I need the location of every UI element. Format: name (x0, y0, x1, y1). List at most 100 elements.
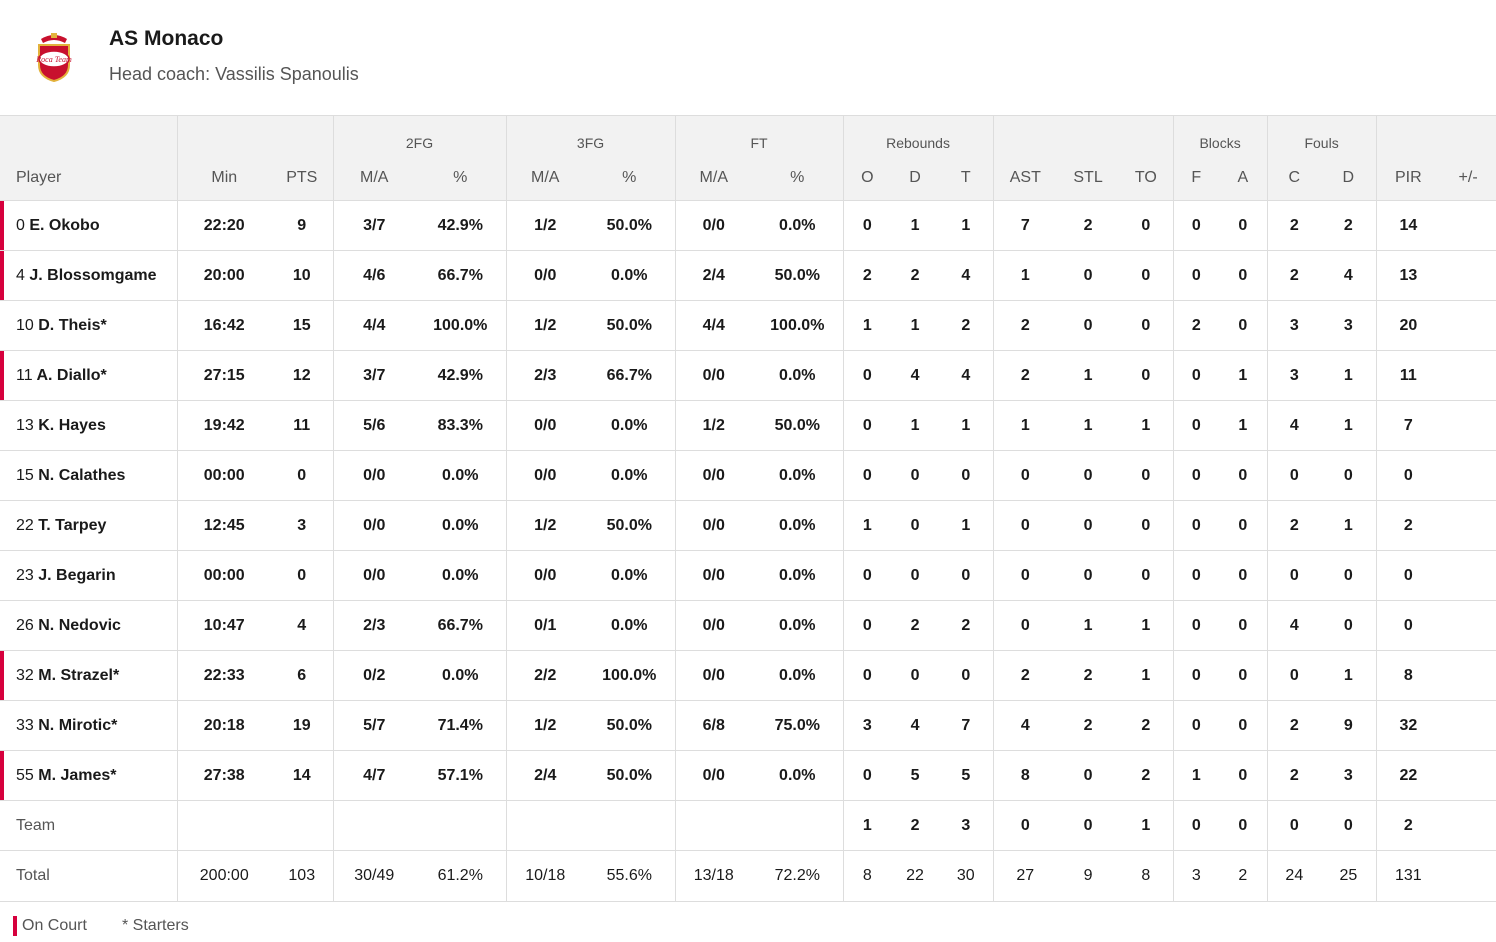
col-fouls-d[interactable]: D (1321, 155, 1377, 201)
player-cell[interactable]: 23 J. Begarin (0, 550, 177, 601)
col-pir[interactable]: PIR (1375, 155, 1441, 201)
player-name[interactable]: J. Begarin (38, 566, 116, 584)
player-number: 26 (16, 616, 34, 634)
col-fouls-c[interactable]: C (1266, 155, 1322, 201)
col-blk-a[interactable]: A (1219, 155, 1268, 201)
stat-reb-o: 8 (842, 850, 892, 902)
stat-to: 1 (1119, 650, 1174, 701)
player-name[interactable]: D. Theis* (38, 316, 107, 334)
col-ast[interactable]: AST (992, 155, 1058, 201)
player-cell[interactable]: 13 K. Hayes (0, 400, 177, 451)
col-min[interactable]: Min (176, 155, 271, 201)
player-name[interactable]: J. Blossomgame (29, 266, 157, 284)
player-cell[interactable]: 0 E. Okobo (0, 200, 177, 251)
player-name[interactable]: N. Calathes (38, 466, 126, 484)
col-ft-pct[interactable]: % (752, 155, 844, 201)
player-name[interactable]: A. Diallo* (36, 366, 107, 384)
stat-2fg-ma: 4/6 (332, 250, 415, 301)
col-3fg-pct[interactable]: % (584, 155, 676, 201)
player-cell[interactable]: 22 T. Tarpey (0, 500, 177, 551)
table-row[interactable]: 0 E. Okobo 22:20 9 3/7 42.9% 1/2 50.0% 0/0 0.0% 0… (0, 200, 1496, 251)
player-cell[interactable]: Total (0, 850, 177, 902)
table-row[interactable]: 13 K. Hayes 19:42 11 5/6 83.3% 0/0 0.0% 1/2 50.0… (0, 400, 1496, 451)
col-plus-minus[interactable]: +/- (1440, 155, 1496, 201)
player-cell[interactable]: 10 D. Theis* (0, 300, 177, 351)
table-row[interactable]: 55 M. James* 27:38 14 4/7 57.1% 2/4 50.0% 0/0 0.… (0, 750, 1496, 801)
stat-min: 27:38 (176, 750, 271, 801)
table-row[interactable]: 4 J. Blossomgame 20:00 10 4/6 66.7% 0/0 0.0% 2/… (0, 250, 1496, 301)
col-reb-o[interactable]: O (842, 155, 892, 201)
stat-pts: 0 (271, 450, 333, 501)
col-player[interactable]: Player (0, 155, 177, 201)
stat-plus-minus (1440, 350, 1496, 401)
col-stl[interactable]: STL (1057, 155, 1120, 201)
stat-fouls-c: 0 (1266, 550, 1322, 601)
stat-pir: 11 (1375, 350, 1441, 401)
stat-blk-a: 1 (1219, 350, 1268, 401)
stat-pir: 32 (1375, 700, 1441, 751)
stat-min: 19:42 (176, 400, 271, 451)
col-2fg-ma[interactable]: M/A (332, 155, 415, 201)
stat-ft-pct: 100.0% (752, 300, 844, 351)
stat-ft-pct: 72.2% (752, 850, 844, 902)
stat-ft-pct: 0.0% (752, 600, 844, 651)
stat-2fg-pct: 0.0% (415, 650, 507, 701)
team-row[interactable]: Team 1 2 3 0 0 1 0 0 0 0 2 (0, 800, 1496, 851)
player-cell[interactable]: 26 N. Nedovic (0, 600, 177, 651)
player-cell[interactable]: 33 N. Mirotic* (0, 700, 177, 751)
player-cell[interactable]: 11 A. Diallo* (0, 350, 177, 401)
stat-ft-pct: 50.0% (752, 250, 844, 301)
stat-to: 1 (1119, 600, 1174, 651)
player-cell[interactable]: 55 M. James* (0, 750, 177, 801)
player-cell[interactable]: Team (0, 800, 177, 851)
stat-reb-o: 1 (842, 300, 892, 351)
stat-reb-d: 0 (891, 450, 940, 501)
table-row[interactable]: 33 N. Mirotic* 20:18 19 5/7 71.4% 1/2 50.0% 6/8… (0, 700, 1496, 751)
stat-ft-pct: 50.0% (752, 400, 844, 451)
group-fouls: Fouls (1266, 115, 1377, 155)
col-2fg-pct[interactable]: % (415, 155, 507, 201)
stat-ft-ma: 1/2 (674, 400, 753, 451)
col-3fg-ma[interactable]: M/A (505, 155, 585, 201)
stat-3fg-ma: 0/0 (505, 250, 585, 301)
player-cell[interactable]: 15 N. Calathes (0, 450, 177, 501)
stat-2fg-ma (332, 800, 415, 851)
table-row[interactable]: 15 N. Calathes 00:00 0 0/0 0.0% 0/0 0.0% 0/0 0.0… (0, 450, 1496, 501)
stat-ft-ma: 2/4 (674, 250, 753, 301)
col-pts[interactable]: PTS (271, 155, 333, 201)
player-name[interactable]: T. Tarpey (38, 516, 107, 534)
col-ft-ma[interactable]: M/A (674, 155, 753, 201)
table-row[interactable]: 11 A. Diallo* 27:15 12 3/7 42.9% 2/3 66.7% 0/0 0… (0, 350, 1496, 401)
stat-2fg-pct: 42.9% (415, 200, 507, 251)
stat-blk-a: 0 (1219, 550, 1268, 601)
player-cell[interactable]: 32 M. Strazel* (0, 650, 177, 701)
table-row[interactable]: 23 J. Begarin 00:00 0 0/0 0.0% 0/0 0.0% 0/0 0.0%… (0, 550, 1496, 601)
player-name[interactable]: E. Okobo (29, 216, 100, 234)
player-name[interactable]: M. James* (38, 766, 117, 784)
table-row[interactable]: 10 D. Theis* 16:42 15 4/4 100.0% 1/2 50.0% 4/4 1… (0, 300, 1496, 351)
stat-to: 0 (1119, 250, 1174, 301)
boxscore-body: 0 E. Okobo 22:20 9 3/7 42.9% 1/2 50.0% 0/0 0.0% 0… (0, 200, 1496, 902)
total-row[interactable]: Total 200:00 103 30/49 61.2% 10/18 55.6% 13/18 7… (0, 850, 1496, 902)
player-name[interactable]: M. Strazel* (38, 666, 120, 684)
table-row[interactable]: 32 M. Strazel* 22:33 6 0/2 0.0% 2/2 100.0% 0/0 0… (0, 650, 1496, 701)
stat-blk-f: 0 (1172, 250, 1220, 301)
player-cell[interactable]: 4 J. Blossomgame (0, 250, 177, 301)
table-row[interactable]: 26 N. Nedovic 10:47 4 2/3 66.7% 0/1 0.0% 0/0 0.0… (0, 600, 1496, 651)
stat-2fg-pct: 66.7% (415, 600, 507, 651)
table-row[interactable]: 22 T. Tarpey 12:45 3 0/0 0.0% 1/2 50.0% 0/0 0.0%… (0, 500, 1496, 551)
stat-3fg-pct: 0.0% (584, 400, 676, 451)
stat-min: 22:33 (176, 650, 271, 701)
col-blk-f[interactable]: F (1172, 155, 1220, 201)
stat-ft-pct: 0.0% (752, 200, 844, 251)
col-reb-d[interactable]: D (891, 155, 940, 201)
col-reb-t[interactable]: T (939, 155, 994, 201)
stat-ast: 7 (992, 200, 1058, 251)
stat-fouls-d: 0 (1321, 800, 1377, 851)
stat-ft-pct (752, 800, 844, 851)
player-name[interactable]: N. Mirotic* (38, 716, 118, 734)
player-name[interactable]: K. Hayes (38, 416, 106, 434)
stat-plus-minus (1440, 400, 1496, 451)
col-to[interactable]: TO (1119, 155, 1174, 201)
player-name[interactable]: N. Nedovic (38, 616, 121, 634)
